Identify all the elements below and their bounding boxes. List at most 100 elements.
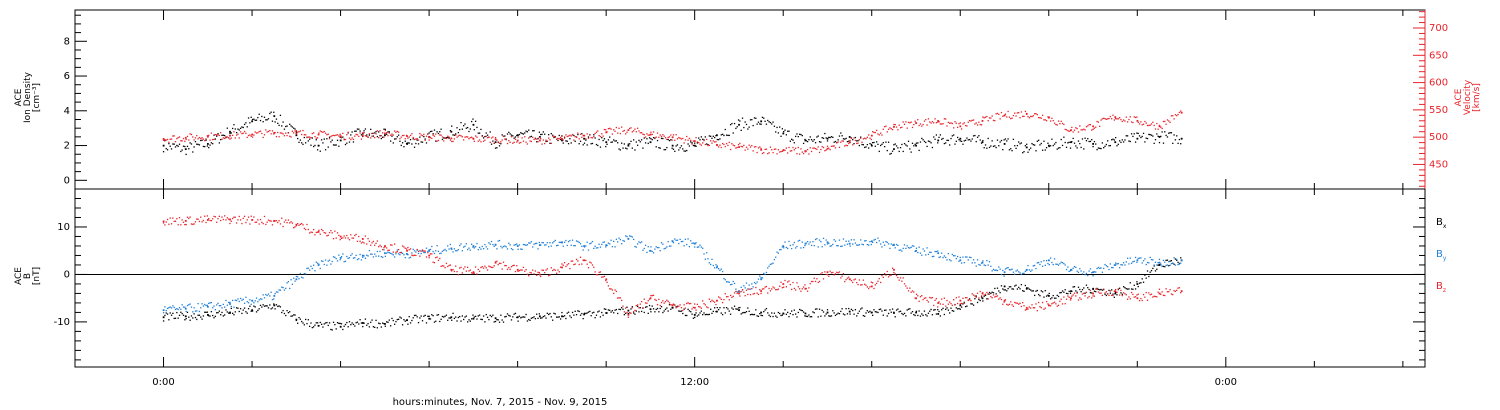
scatter-dot — [403, 319, 405, 321]
scatter-dot — [285, 287, 287, 290]
scatter-dot — [748, 144, 750, 146]
scatter-dot — [728, 134, 730, 137]
scatter-dot — [842, 138, 845, 140]
scatter-dot — [804, 244, 806, 247]
scatter-dot — [473, 316, 475, 318]
scatter-dot — [737, 119, 740, 121]
scatter-dot — [994, 145, 996, 147]
scatter-dot — [197, 218, 199, 220]
scatter-dot — [821, 246, 823, 248]
scatter-dot — [736, 308, 738, 310]
scatter-dot — [508, 266, 510, 269]
scatter-dot — [336, 232, 339, 234]
scatter-dot — [364, 135, 367, 137]
scatter-dot — [917, 251, 919, 254]
scatter-dot — [955, 307, 957, 309]
scatter-dot — [828, 147, 830, 149]
scatter-dot — [761, 152, 764, 155]
scatter-dot — [178, 307, 181, 309]
scatter-dot — [646, 306, 648, 308]
scatter-dot — [213, 305, 215, 307]
scatter-dot — [186, 135, 189, 138]
scatter-dot — [456, 136, 458, 138]
scatter-dot — [1158, 124, 1161, 127]
scatter-dot — [590, 143, 592, 145]
scatter-dot — [703, 303, 705, 305]
scatter-dot — [791, 288, 793, 291]
scatter-dot — [1019, 143, 1021, 145]
scatter-dot — [226, 311, 228, 313]
scatter-dot — [399, 138, 401, 140]
scatter-dot — [613, 139, 615, 141]
scatter-dot — [180, 311, 182, 313]
scatter-dot — [1178, 138, 1181, 141]
scatter-dot — [380, 245, 382, 248]
scatter-dot — [1130, 291, 1133, 294]
scatter-dot — [983, 295, 985, 297]
scatter-dot — [813, 277, 815, 279]
scatter-dot — [926, 299, 928, 302]
scatter-dot — [500, 245, 502, 248]
scatter-dot — [537, 138, 539, 140]
scatter-dot — [655, 308, 657, 311]
scatter-dot — [968, 119, 971, 122]
scatter-dot — [431, 245, 433, 248]
scatter-dot — [1008, 149, 1011, 151]
scatter-dot — [1076, 292, 1078, 294]
scatter-dot — [494, 261, 497, 263]
scatter-dot — [810, 244, 813, 247]
scatter-dot — [225, 219, 227, 221]
scatter-dot — [635, 246, 637, 248]
scatter-dot — [938, 136, 940, 138]
scatter-dot — [551, 242, 554, 244]
scatter-dot — [230, 307, 232, 310]
scatter-dot — [1041, 301, 1044, 304]
scatter-dot — [883, 145, 886, 148]
scatter-dot — [887, 128, 890, 130]
scatter-dot — [822, 137, 825, 139]
scatter-dot — [607, 242, 610, 244]
scatter-dot — [380, 137, 382, 140]
scatter-dot — [359, 132, 361, 134]
scatter-dot — [857, 283, 859, 286]
scatter-dot — [825, 273, 827, 276]
scatter-dot — [409, 248, 412, 250]
scatter-dot — [687, 302, 689, 304]
scatter-dot — [301, 222, 303, 225]
scatter-dot — [542, 242, 544, 244]
scatter-dot — [1165, 123, 1167, 125]
scatter-dot — [753, 281, 756, 284]
scatter-dot — [455, 134, 457, 136]
scatter-dot — [396, 130, 398, 133]
scatter-dot — [715, 264, 717, 266]
scatter-dot — [506, 142, 509, 145]
scatter-dot — [996, 287, 999, 289]
scatter-dot — [388, 252, 390, 254]
scatter-dot — [282, 133, 284, 135]
scatter-dot — [431, 313, 433, 316]
scatter-dot — [205, 138, 207, 140]
scatter-dot — [1095, 271, 1097, 273]
scatter-dot — [630, 127, 632, 129]
scatter-dot — [460, 320, 462, 322]
scatter-dot — [632, 139, 635, 141]
scatter-dot — [704, 143, 706, 146]
scatter-dot — [166, 307, 169, 310]
scatter-dot — [834, 240, 837, 242]
scatter-dot — [1075, 127, 1077, 129]
scatter-dot — [550, 133, 552, 135]
scatter-dot — [315, 322, 317, 324]
scatter-dot — [553, 268, 555, 271]
scatter-dot — [962, 143, 964, 145]
scatter-dot — [609, 243, 611, 245]
scatter-dot — [173, 220, 175, 222]
scatter-dot — [809, 282, 811, 285]
scatter-dot — [239, 131, 242, 133]
scatter-dot — [545, 140, 547, 143]
scatter-dot — [546, 312, 548, 314]
scatter-dot — [384, 128, 386, 130]
scatter-dot — [448, 137, 450, 139]
scatter-dot — [376, 327, 379, 329]
scatter-dot — [735, 147, 737, 149]
scatter-dot — [490, 266, 493, 269]
